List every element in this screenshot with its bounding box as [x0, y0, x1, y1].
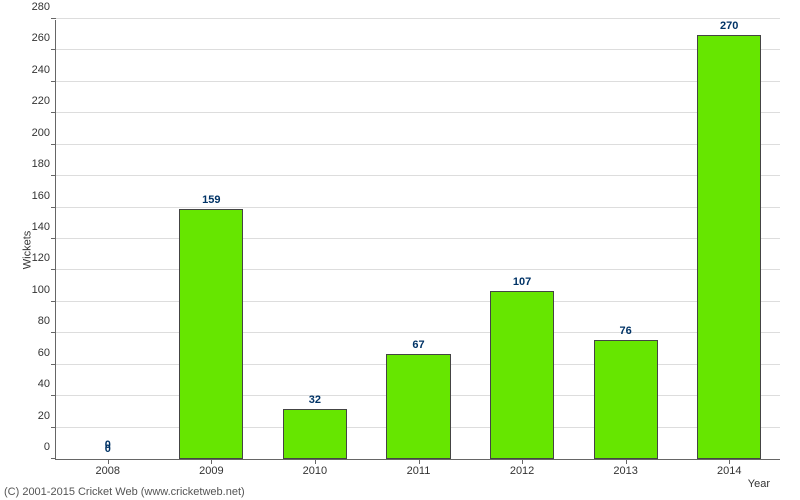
x-axis-title: Year — [748, 478, 770, 490]
bar-value-label: 107 — [513, 276, 531, 288]
xtick-label: 2012 — [510, 465, 534, 477]
ytick-label: 60 — [20, 347, 50, 359]
ytick-mark — [51, 49, 56, 50]
bar-value-label: 67 — [412, 339, 424, 351]
xtick-mark — [211, 459, 212, 464]
xtick-label: 2008 — [96, 465, 120, 477]
ytick-label: 180 — [20, 158, 50, 170]
ytick-label: 260 — [20, 32, 50, 44]
xtick-label: 2013 — [613, 465, 637, 477]
ytick-label: 0 — [20, 441, 50, 453]
xtick-mark — [729, 459, 730, 464]
ytick-label: 160 — [20, 190, 50, 202]
bar: 107 — [490, 291, 554, 459]
ytick-mark — [51, 427, 56, 428]
xtick-label: 2011 — [407, 465, 431, 477]
bar-value-label: 159 — [202, 194, 220, 206]
xtick-mark — [315, 459, 316, 464]
ytick-label: 220 — [20, 95, 50, 107]
bar-value-label: 270 — [720, 20, 738, 32]
gridline — [56, 144, 780, 145]
bar: 32 — [283, 409, 347, 459]
bar-value-label: 0 — [105, 439, 111, 451]
ytick-mark — [51, 238, 56, 239]
gridline — [56, 301, 780, 302]
gridline — [56, 49, 780, 50]
gridline — [56, 112, 780, 113]
ytick-label: 280 — [20, 1, 50, 13]
gridline — [56, 332, 780, 333]
gridline — [56, 269, 780, 270]
ytick-mark — [51, 207, 56, 208]
bar: 270 — [697, 35, 761, 459]
ytick-mark — [51, 269, 56, 270]
gridline — [56, 175, 780, 176]
xtick-label: 2014 — [717, 465, 741, 477]
ytick-mark — [51, 18, 56, 19]
ytick-label: 40 — [20, 378, 50, 390]
bar: 159 — [179, 209, 243, 459]
ytick-mark — [51, 81, 56, 82]
chart-container: 0204060801001201401601802002202402602800… — [0, 0, 800, 500]
bar: 67 — [386, 354, 450, 459]
plot-area: 0204060801001201401601802002202402602800… — [55, 20, 780, 460]
bar-value-label: 76 — [620, 325, 632, 337]
ytick-mark — [51, 395, 56, 396]
ytick-label: 20 — [20, 410, 50, 422]
ytick-mark — [51, 458, 56, 459]
ytick-label: 80 — [20, 315, 50, 327]
xtick-mark — [522, 459, 523, 464]
bar-value-label: 32 — [309, 394, 321, 406]
ytick-mark — [51, 144, 56, 145]
ytick-mark — [51, 175, 56, 176]
ytick-label: 200 — [20, 127, 50, 139]
ytick-mark — [51, 301, 56, 302]
xtick-mark — [108, 459, 109, 464]
bar: 76 — [594, 340, 658, 459]
gridline — [56, 81, 780, 82]
gridline — [56, 238, 780, 239]
xtick-label: 2009 — [199, 465, 223, 477]
gridline — [56, 207, 780, 208]
xtick-mark — [626, 459, 627, 464]
ytick-label: 240 — [20, 64, 50, 76]
y-axis-title: Wickets — [21, 231, 33, 270]
ytick-mark — [51, 112, 56, 113]
ytick-mark — [51, 332, 56, 333]
xtick-label: 2010 — [303, 465, 327, 477]
gridline — [56, 18, 780, 19]
copyright-text: (C) 2001-2015 Cricket Web (www.cricketwe… — [4, 486, 245, 498]
ytick-mark — [51, 364, 56, 365]
ytick-label: 100 — [20, 284, 50, 296]
xtick-mark — [419, 459, 420, 464]
